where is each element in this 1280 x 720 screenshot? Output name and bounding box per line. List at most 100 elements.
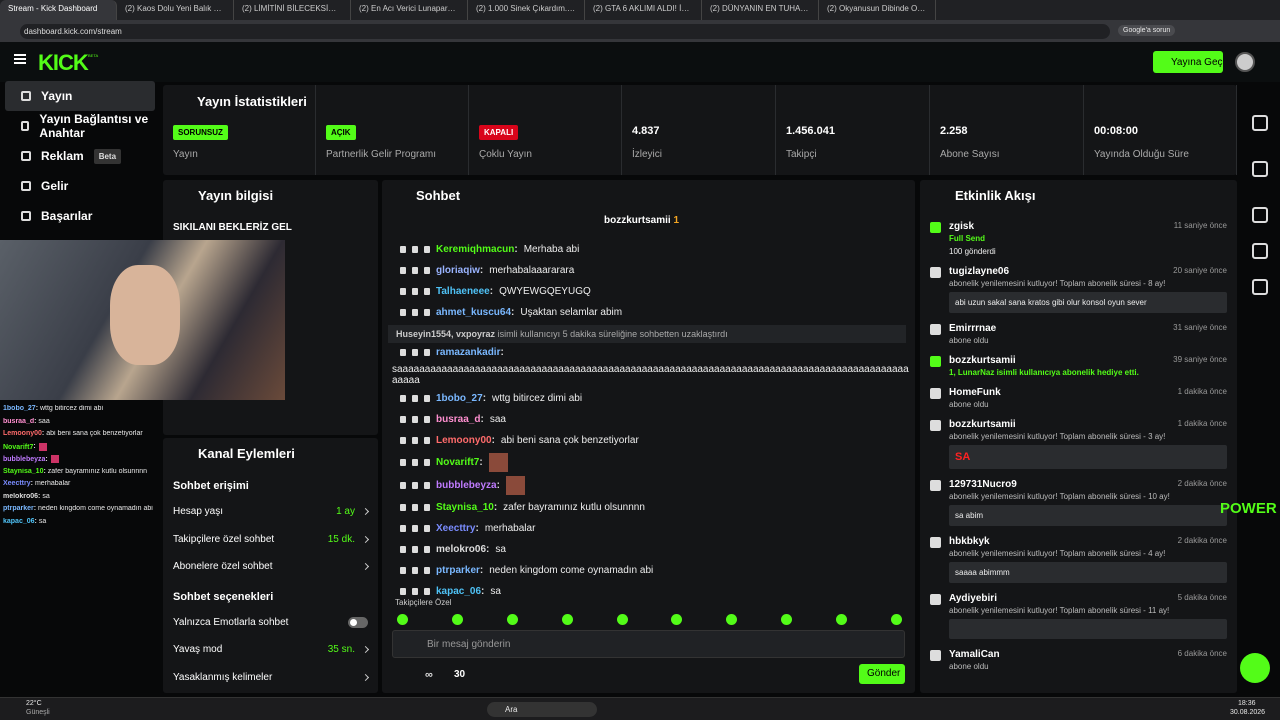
timeout-icon[interactable]	[412, 437, 418, 444]
chat-user[interactable]: Keremiqhmacun	[436, 244, 518, 255]
chat-user[interactable]: ahmet_kuscu64	[436, 307, 514, 318]
chat-user[interactable]: busraa_d	[436, 414, 484, 425]
trash-icon[interactable]	[400, 504, 406, 511]
check-icon[interactable]	[424, 395, 430, 402]
trash-icon[interactable]	[400, 525, 406, 532]
trash-icon[interactable]	[400, 482, 406, 489]
ask-google[interactable]: Google'a sorun	[1118, 25, 1176, 36]
chat-user[interactable]: Novarift7	[436, 457, 483, 468]
go-live-button[interactable]: Yayına Geç	[1153, 51, 1223, 73]
tool[interactable]	[1252, 161, 1268, 177]
tool[interactable]	[1252, 243, 1268, 259]
emote-button[interactable]	[781, 614, 793, 625]
trash-icon[interactable]	[400, 246, 406, 253]
tab[interactable]: Stream - Kick Dashboard	[0, 0, 117, 20]
trash-icon[interactable]	[400, 588, 406, 595]
chat-user[interactable]: ramazankadir	[436, 347, 504, 358]
logo[interactable]: KICK	[38, 50, 89, 75]
chat-user[interactable]: kapac_06	[436, 586, 484, 597]
setting-row[interactable]: Yasaklanmış kelimeler	[163, 664, 378, 692]
check-icon[interactable]	[424, 525, 430, 532]
tab[interactable]: (2) En Acı Verici Lunapark Ölüm...	[351, 0, 468, 20]
trash-icon[interactable]	[400, 349, 406, 356]
setting-row[interactable]: Takipçilere özel sohbet 15 dk.	[163, 526, 378, 554]
timeout-icon[interactable]	[412, 588, 418, 595]
check-icon[interactable]	[424, 504, 430, 511]
timeout-icon[interactable]	[412, 525, 418, 532]
check-icon[interactable]	[424, 267, 430, 274]
tab[interactable]: (2) LİMİTİNİ BİLECEKSİN | 5Gris...	[234, 0, 351, 20]
chat-user[interactable]: melokro06	[436, 544, 489, 555]
trash-icon[interactable]	[400, 309, 406, 316]
timeout-icon[interactable]	[412, 416, 418, 423]
avatar[interactable]	[1235, 52, 1255, 72]
nav-item[interactable]: Başarılar	[5, 201, 155, 231]
check-icon[interactable]	[424, 546, 430, 553]
nav-item[interactable]: Yayın	[5, 81, 155, 111]
tab[interactable]: (2) Kaos Dolu Yeni Balık Oyunu...	[117, 0, 234, 20]
emote-button[interactable]	[561, 614, 573, 625]
trash-icon[interactable]	[400, 395, 406, 402]
support-button[interactable]	[1240, 653, 1270, 683]
send-button[interactable]: Gönder	[859, 664, 905, 684]
url-field[interactable]: dashboard.kick.com/stream	[20, 24, 1110, 39]
emote-button[interactable]	[890, 614, 902, 625]
timeout-icon[interactable]	[412, 546, 418, 553]
trash-icon[interactable]	[400, 546, 406, 553]
tool[interactable]	[1252, 115, 1268, 131]
check-icon[interactable]	[424, 567, 430, 574]
emote-button[interactable]	[616, 614, 628, 625]
emote-button[interactable]	[836, 614, 847, 625]
check-icon[interactable]	[424, 416, 430, 423]
nav-item[interactable]: Reklam Beta	[5, 141, 155, 171]
timeout-icon[interactable]	[412, 309, 418, 316]
setting-row[interactable]: Hesap yaşı 1 ay	[163, 498, 378, 526]
check-icon[interactable]	[424, 482, 430, 489]
timeout-icon[interactable]	[412, 246, 418, 253]
chat-user[interactable]: 1bobo_27	[436, 393, 486, 404]
emote-button[interactable]	[397, 614, 408, 625]
timeout-icon[interactable]	[412, 395, 418, 402]
trash-icon[interactable]	[400, 459, 406, 466]
check-icon[interactable]	[424, 246, 430, 253]
check-icon[interactable]	[424, 288, 430, 295]
tab[interactable]: (2) 1.000 Sinek Çıkardım... Ve K...	[468, 0, 585, 20]
trash-icon[interactable]	[400, 416, 406, 423]
emote-button[interactable]	[451, 614, 463, 625]
setting-row[interactable]: Yalnızca Emotlarla sohbet	[163, 609, 378, 637]
check-icon[interactable]	[424, 309, 430, 316]
tab[interactable]: (2) DÜNYANIN EN TUHAF NÜK...	[702, 0, 819, 20]
check-icon[interactable]	[424, 459, 430, 466]
chat-user[interactable]: Talhaeneee	[436, 286, 493, 297]
chat-user[interactable]: Staynisa_10	[436, 502, 497, 513]
setting-row[interactable]: Yavaş mod 35 sn.	[163, 636, 378, 664]
tab[interactable]: (2) Okyanusun Dibinde Oksijen...	[819, 0, 936, 20]
timeout-icon[interactable]	[412, 267, 418, 274]
toggle[interactable]	[348, 616, 368, 628]
nav-item[interactable]: Gelir	[5, 171, 155, 201]
emote-button[interactable]	[506, 614, 518, 625]
menu-icon[interactable]	[14, 54, 26, 56]
timeout-icon[interactable]	[412, 288, 418, 295]
message-input[interactable]: Bir mesaj gönderin	[392, 630, 905, 658]
trash-icon[interactable]	[400, 567, 406, 574]
search[interactable]: Ara	[487, 702, 597, 717]
trash-icon[interactable]	[400, 267, 406, 274]
timeout-icon[interactable]	[412, 349, 418, 356]
tool[interactable]	[1252, 207, 1268, 223]
chat-user[interactable]: Xeecttry	[436, 523, 479, 534]
tab[interactable]: (2) GTA 6 AKLIMI ALDI! İLK OY...	[585, 0, 702, 20]
timeout-icon[interactable]	[412, 567, 418, 574]
timeout-icon[interactable]	[412, 504, 418, 511]
timeout-icon[interactable]	[412, 482, 418, 489]
chat-user[interactable]: Lemoony00	[436, 435, 495, 446]
trash-icon[interactable]	[400, 437, 406, 444]
emote-button[interactable]	[726, 614, 738, 625]
nav-item[interactable]: Yayın Bağlantısı ve Anahtar	[5, 111, 155, 141]
check-icon[interactable]	[424, 588, 430, 595]
chat-user[interactable]: gloriaqiw	[436, 265, 483, 276]
check-icon[interactable]	[424, 349, 430, 356]
setting-row[interactable]: Abonelere özel sohbet	[163, 553, 378, 581]
chat-user[interactable]: bubblebeyza	[436, 480, 500, 491]
tool[interactable]	[1252, 279, 1268, 295]
